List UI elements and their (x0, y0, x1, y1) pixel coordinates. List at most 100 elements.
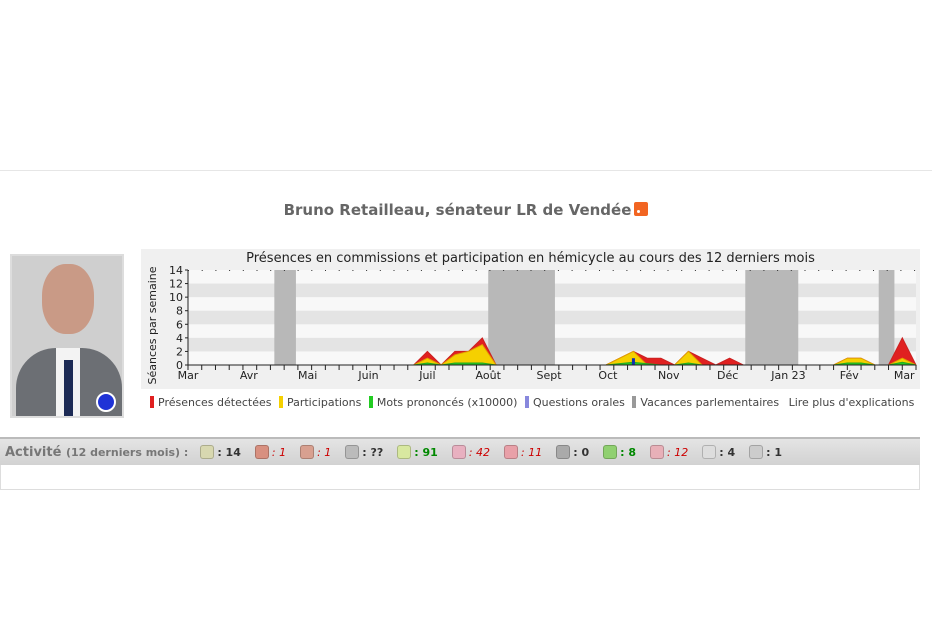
attendance-chart: 0 2 4 6 8 10 12 14 Mar Avr Mai Juin Juil Août Sept Oct N… (141, 249, 920, 389)
grid-dot (489, 270, 491, 271)
grid-dot (352, 270, 354, 271)
pencil-icon (702, 445, 717, 459)
x-tick-label: Mar (894, 369, 915, 382)
senator-photo (10, 254, 124, 418)
x-tick-label: Oct (598, 369, 618, 382)
grid-dot (708, 270, 710, 271)
grid-dot (215, 270, 217, 271)
y-tick-label: 6 (176, 318, 183, 331)
group-icon (650, 445, 665, 459)
grid-dot (475, 270, 477, 271)
vacances-band (274, 270, 296, 365)
grid-dot (804, 270, 806, 271)
rss-icon[interactable] (634, 202, 649, 216)
vacances-band (745, 270, 799, 365)
legend-presences: Présences détectées (150, 396, 271, 409)
x-tick-label: Déc (717, 369, 738, 382)
activity-item[interactable]: : 4 (702, 445, 735, 459)
calendar-icon (200, 445, 215, 459)
grid-dot (366, 270, 368, 271)
chart-legend: Présences détectées Participations Mots … (150, 396, 918, 409)
grid-dot (503, 270, 505, 271)
grid-dot (640, 270, 642, 271)
grid-dot (516, 270, 518, 271)
x-tick-label: Jan 23 (770, 369, 805, 382)
grid-dot (462, 270, 463, 271)
grid-dot (653, 270, 655, 271)
y-axis-label: Séances par semaine (146, 266, 159, 384)
vacances-band (878, 270, 895, 365)
divider (0, 170, 932, 171)
activity-label: Activité (12 derniers mois) : (5, 444, 189, 460)
grid-dot (763, 270, 765, 271)
y-tick-label: 8 (176, 305, 183, 318)
activity-item[interactable]: : 1 (254, 445, 286, 459)
x-tick-label: Fév (840, 369, 859, 382)
y-tick-label: 0 (176, 359, 183, 372)
page-title: Bruno Retailleau, sénateur LR de Vendée (0, 201, 932, 219)
y-tick-label: 12 (169, 278, 183, 291)
grid-dot (694, 270, 696, 271)
x-tick-label: Juin (357, 369, 378, 382)
grid-dot (777, 270, 779, 271)
activity-item[interactable]: : 1 (749, 445, 782, 459)
grid-dot (242, 270, 244, 271)
x-tick-label: Sept (537, 369, 563, 382)
y-tick-label: 2 (176, 345, 183, 358)
grid-dot (667, 270, 669, 271)
x-tick-label: Mar (178, 369, 199, 382)
grid-dot (201, 270, 203, 271)
grid-dot (722, 270, 724, 271)
grid-dot (448, 270, 450, 271)
y-tick-label: 14 (169, 264, 183, 277)
explanations-link[interactable]: Lire plus d'explications (788, 396, 915, 409)
microphone-icon (345, 445, 360, 459)
x-tick-label: Août (476, 369, 502, 382)
grid-dot (831, 270, 833, 271)
document-red-icon (504, 445, 519, 459)
group-badge-icon (96, 392, 116, 412)
grid-dot (626, 270, 628, 271)
legend-mots: Mots prononcés (x10000) (368, 396, 517, 409)
person-green-icon (603, 445, 618, 459)
activity-item[interactable]: : ?? (345, 445, 383, 459)
grid-dot (283, 270, 285, 271)
grid-dot (914, 270, 916, 271)
activity-item[interactable]: : 91 (397, 445, 438, 459)
person-icon (254, 445, 269, 459)
grid-dot (900, 270, 902, 271)
document-green-icon (397, 445, 412, 459)
activity-item[interactable]: : 42 (451, 445, 490, 459)
activity-item[interactable]: : 12 (650, 445, 688, 459)
document-edit-icon (451, 445, 466, 459)
x-tick-label: Mai (298, 369, 317, 382)
grid-dot (859, 270, 861, 271)
activity-panel (0, 465, 920, 490)
activity-item[interactable]: : 14 (200, 445, 241, 459)
grid-dot (256, 270, 258, 271)
grid-dot (571, 270, 573, 271)
activity-item[interactable]: : 11 (504, 445, 542, 459)
grid-dot (229, 270, 231, 271)
grid-dot (311, 270, 313, 271)
grid-dot (544, 270, 546, 271)
vacances-band (488, 270, 555, 365)
grid-dot (270, 270, 272, 271)
document-person-icon (556, 445, 571, 459)
grid-dot (407, 270, 409, 271)
activity-item[interactable]: : 8 (603, 445, 636, 459)
grid-dot (818, 270, 820, 271)
grid-dot (393, 270, 395, 271)
grid-dot (736, 270, 737, 271)
grid-dot (434, 270, 436, 271)
activity-item[interactable]: : 0 (556, 445, 589, 459)
hand-icon (749, 445, 764, 459)
x-tick-label: Avr (240, 369, 258, 382)
activity-item[interactable]: : 1 (300, 445, 331, 459)
grid-dot (557, 270, 559, 271)
grid-dot (420, 270, 422, 271)
grid-dot (530, 270, 532, 271)
grid-dot (297, 270, 299, 271)
grid-dot (325, 270, 326, 271)
